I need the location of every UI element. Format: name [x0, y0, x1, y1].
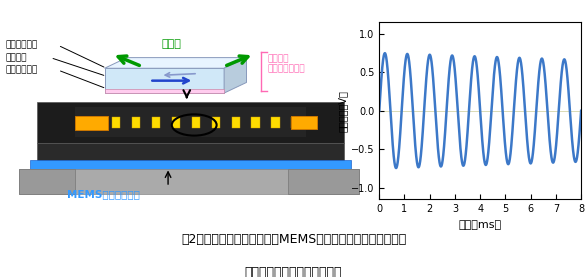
Bar [291, 116, 318, 129]
Bar [172, 117, 180, 128]
Bar [271, 117, 279, 128]
Polygon shape [224, 58, 247, 93]
Polygon shape [75, 107, 306, 137]
Polygon shape [38, 143, 343, 164]
Polygon shape [38, 102, 343, 143]
Y-axis label: 出力電圧（V）: 出力電圧（V） [338, 90, 348, 132]
Polygon shape [19, 169, 359, 194]
Text: MEMSダイアフラム: MEMSダイアフラム [68, 190, 140, 200]
Text: マイクロフォン動作実証結果: マイクロフォン動作実証結果 [245, 266, 342, 277]
Text: 図2：今回開発したスピン型MEMSマイクロフォンの模式図と: 図2：今回開発したスピン型MEMSマイクロフォンの模式図と [181, 233, 406, 246]
Polygon shape [19, 169, 75, 194]
Bar [231, 117, 239, 128]
Text: スピン型
ひずみ検知素子: スピン型 ひずみ検知素子 [267, 54, 305, 73]
Polygon shape [104, 58, 247, 68]
Bar [192, 117, 200, 128]
Bar [152, 117, 160, 128]
Text: 参照磁性体層: 参照磁性体層 [6, 66, 38, 75]
Text: バリア層: バリア層 [6, 53, 27, 62]
Polygon shape [104, 89, 224, 93]
Bar [75, 116, 109, 130]
Bar [251, 117, 259, 128]
Polygon shape [288, 169, 359, 194]
Bar [132, 117, 140, 128]
X-axis label: 時間（ms）: 時間（ms） [458, 220, 502, 230]
Bar [212, 117, 220, 128]
Polygon shape [104, 68, 224, 93]
Text: 検知磁性体層: 検知磁性体層 [6, 41, 38, 50]
Polygon shape [30, 160, 351, 169]
Text: ひずみ: ひずみ [162, 39, 182, 49]
Bar [291, 117, 299, 128]
Bar [112, 117, 120, 128]
